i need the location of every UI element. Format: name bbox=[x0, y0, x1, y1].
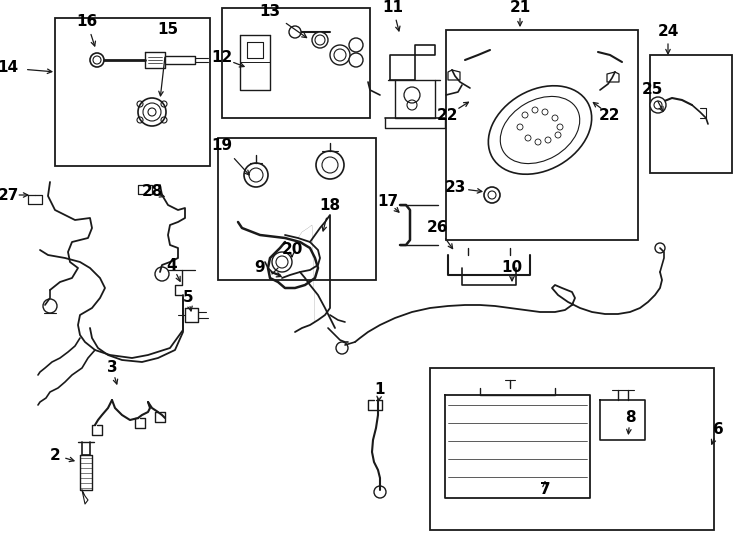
Text: 19: 19 bbox=[211, 138, 233, 152]
Text: 15: 15 bbox=[157, 23, 178, 37]
Circle shape bbox=[349, 53, 363, 67]
Circle shape bbox=[349, 38, 363, 52]
Text: 25: 25 bbox=[642, 83, 663, 98]
Text: 21: 21 bbox=[509, 1, 531, 16]
Text: 20: 20 bbox=[281, 242, 302, 258]
Text: 6: 6 bbox=[713, 422, 724, 437]
Bar bbox=[55, 18, 210, 166]
Text: 13: 13 bbox=[259, 4, 280, 19]
Ellipse shape bbox=[501, 97, 580, 164]
Bar bbox=[650, 55, 732, 173]
Text: 3: 3 bbox=[106, 361, 117, 375]
Text: 9: 9 bbox=[255, 260, 265, 275]
Text: 27: 27 bbox=[0, 187, 18, 202]
Text: 22: 22 bbox=[599, 107, 621, 123]
Text: 11: 11 bbox=[382, 1, 404, 16]
Circle shape bbox=[650, 97, 666, 113]
Bar bbox=[430, 368, 714, 530]
Circle shape bbox=[90, 53, 104, 67]
Text: 22: 22 bbox=[437, 107, 459, 123]
Circle shape bbox=[330, 45, 350, 65]
Text: 5: 5 bbox=[183, 291, 193, 306]
Circle shape bbox=[244, 163, 268, 187]
Bar bbox=[218, 138, 376, 280]
Ellipse shape bbox=[488, 86, 592, 174]
Circle shape bbox=[272, 252, 292, 272]
Text: 12: 12 bbox=[211, 51, 233, 65]
Text: 7: 7 bbox=[539, 483, 550, 497]
Text: 26: 26 bbox=[427, 220, 448, 235]
Text: 1: 1 bbox=[375, 382, 385, 397]
Circle shape bbox=[316, 151, 344, 179]
Text: 2: 2 bbox=[50, 448, 60, 462]
Text: 23: 23 bbox=[444, 180, 465, 195]
Text: 10: 10 bbox=[501, 260, 523, 275]
Text: 8: 8 bbox=[625, 410, 636, 426]
Text: 4: 4 bbox=[167, 258, 178, 273]
Circle shape bbox=[484, 187, 500, 203]
Text: 28: 28 bbox=[142, 185, 163, 199]
Text: 24: 24 bbox=[658, 24, 679, 39]
Text: 14: 14 bbox=[0, 60, 18, 76]
Bar bbox=[222, 8, 370, 118]
Circle shape bbox=[289, 26, 301, 38]
Bar bbox=[446, 30, 638, 240]
Circle shape bbox=[138, 98, 166, 126]
Text: 16: 16 bbox=[76, 15, 98, 30]
Text: 17: 17 bbox=[377, 194, 399, 210]
Text: 18: 18 bbox=[319, 198, 341, 213]
Circle shape bbox=[312, 32, 328, 48]
